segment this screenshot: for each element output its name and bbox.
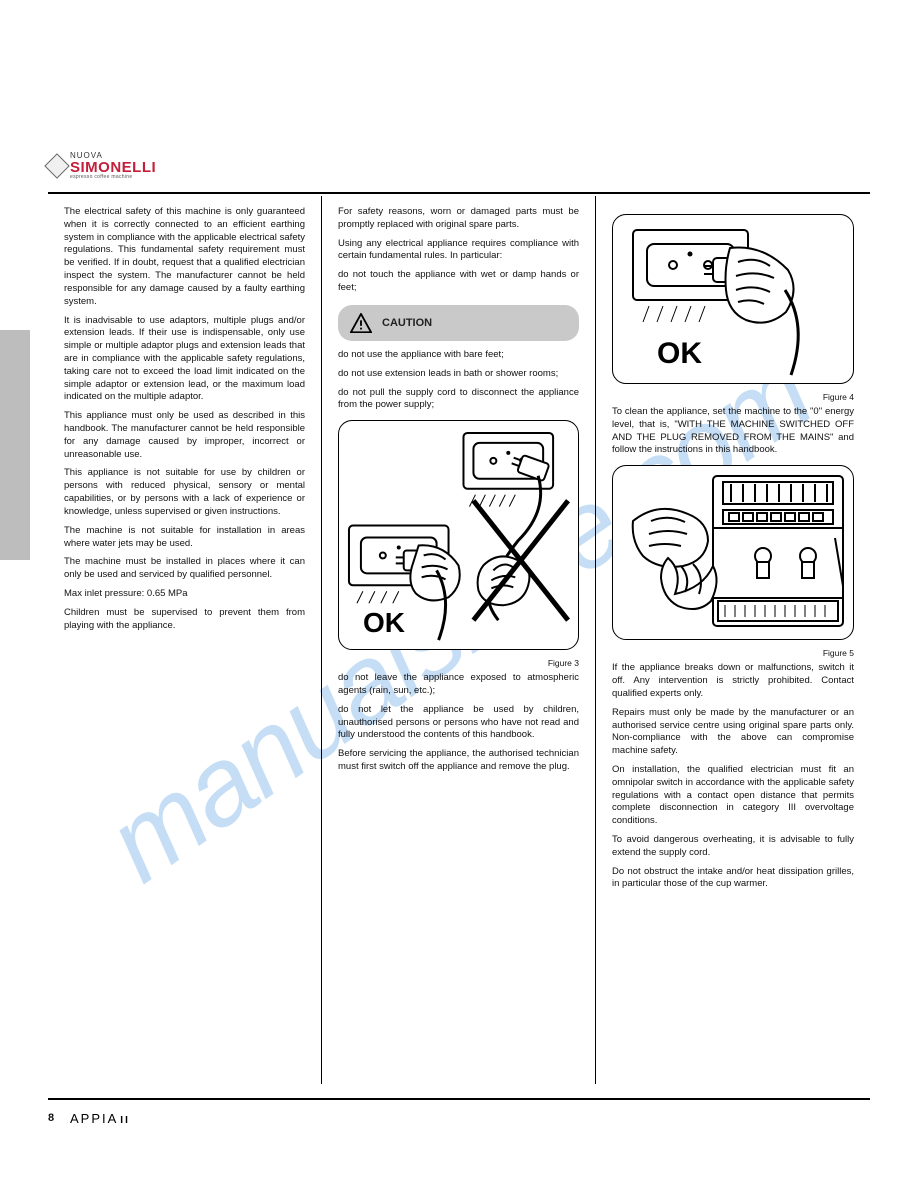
c3-p2: If the appliance breaks down or malfunct… <box>612 662 854 700</box>
c3-p3: Repairs must only be made by the manufac… <box>612 707 854 758</box>
footer-rule <box>48 1098 870 1100</box>
caution-label: CAUTION <box>382 317 432 329</box>
figure-4-ok-label: OK <box>657 337 702 371</box>
c1-p3: This appliance must only be used as desc… <box>64 410 305 461</box>
c3-p1: To clean the appliance, set the machine … <box>612 406 854 457</box>
page: nuova SIMONELLI espresso coffee machine … <box>0 0 918 1188</box>
c3-p4: On installation, the qualified electrici… <box>612 764 854 828</box>
c3-p6: Do not obstruct the intake and/or heat d… <box>612 866 854 892</box>
logo-main-text: SIMONELLI <box>70 160 156 175</box>
c2-p3: Before servicing the appliance, the auth… <box>338 748 579 774</box>
c1-p8: Children must be supervised to prevent t… <box>64 607 305 633</box>
warning-triangle-icon <box>350 313 372 333</box>
c1-p2: It is inadvisable to use adaptors, multi… <box>64 315 305 405</box>
figure-5-caption: Figure 5 <box>612 648 854 658</box>
figure-4: OK <box>612 214 854 384</box>
c3-p5: To avoid dangerous overheating, it is ad… <box>612 834 854 860</box>
c2-b5: do not leave the appliance exposed to at… <box>338 672 579 698</box>
page-number: 8 <box>48 1112 54 1124</box>
logo-icon <box>44 153 69 178</box>
c2-b2: do not use the appliance with bare feet; <box>338 349 579 362</box>
c1-p7: Max inlet pressure: 0.65 MPa <box>64 588 305 601</box>
c2-b4: do not pull the supply cord to disconnec… <box>338 387 579 413</box>
c2-b1: do not touch the appliance with wet or d… <box>338 269 579 295</box>
column-1: The electrical safety of this machine is… <box>48 196 322 1084</box>
footer-brand: APPIA II <box>70 1111 130 1126</box>
c2-p2: Using any electrical appliance requires … <box>338 238 579 264</box>
figure-4-caption: Figure 4 <box>612 392 854 402</box>
c2-p1: For safety reasons, worn or damaged part… <box>338 206 579 232</box>
figure-3-ok-label: OK <box>363 607 405 639</box>
c1-p6: The machine must be installed in places … <box>64 556 305 582</box>
logo-tagline: espresso coffee machine <box>70 175 156 180</box>
footer-brand-text: APPIA <box>70 1111 118 1126</box>
side-language-tab <box>0 330 30 560</box>
header-rule <box>48 192 870 194</box>
c1-p5: The machine is not suitable for installa… <box>64 525 305 551</box>
figure-5 <box>612 465 854 640</box>
content-columns: The electrical safety of this machine is… <box>48 196 870 1084</box>
footer-brand-suffix: II <box>120 1115 130 1126</box>
c1-p4: This appliance is not suitable for use b… <box>64 467 305 518</box>
header-logo: nuova SIMONELLI espresso coffee machine <box>48 152 156 180</box>
caution-bar: CAUTION <box>338 305 579 341</box>
c1-p1: The electrical safety of this machine is… <box>64 206 305 309</box>
c2-b3: do not use extension leads in bath or sh… <box>338 368 579 381</box>
column-2: For safety reasons, worn or damaged part… <box>322 196 596 1084</box>
c2-b6: do not let the appliance be used by chil… <box>338 704 579 742</box>
figure-3-caption: Figure 3 <box>338 658 579 668</box>
column-3: OK Figure 4 To clean the appliance, set … <box>596 196 870 1084</box>
figure-3: OK <box>338 420 579 650</box>
